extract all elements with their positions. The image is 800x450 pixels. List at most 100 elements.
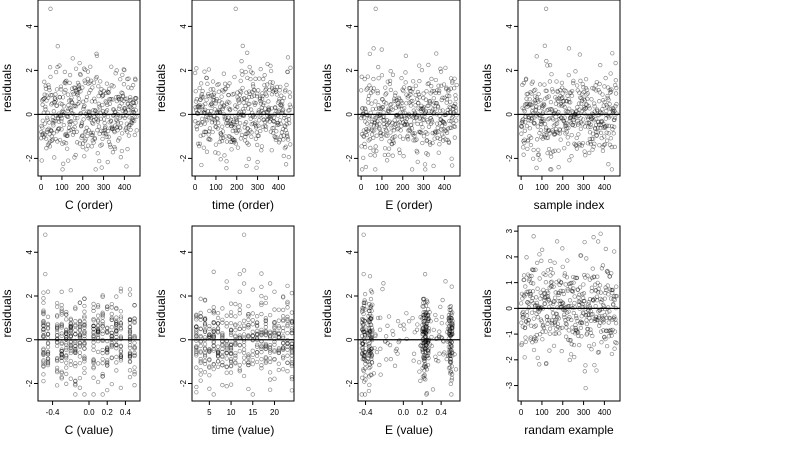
data-point bbox=[73, 120, 78, 125]
data-point bbox=[89, 132, 94, 137]
x-tick-label: 300 bbox=[577, 183, 591, 192]
data-point bbox=[100, 371, 105, 377]
data-point bbox=[73, 346, 78, 352]
data-point bbox=[606, 320, 611, 325]
data-point bbox=[574, 115, 579, 120]
data-point bbox=[427, 99, 432, 104]
data-point bbox=[258, 128, 263, 134]
data-point bbox=[583, 312, 589, 318]
data-point bbox=[555, 314, 560, 319]
data-point bbox=[589, 116, 594, 122]
data-point bbox=[220, 382, 225, 388]
y-tick-label: 2 bbox=[505, 68, 514, 73]
data-point bbox=[228, 327, 234, 332]
data-point bbox=[520, 82, 525, 88]
data-point bbox=[539, 122, 544, 127]
data-point bbox=[428, 121, 434, 126]
y-axis-title: residuals bbox=[480, 64, 494, 112]
data-point bbox=[202, 107, 208, 112]
data-point bbox=[61, 104, 67, 109]
data-point bbox=[95, 119, 101, 124]
data-point bbox=[254, 323, 260, 328]
data-point bbox=[70, 90, 75, 95]
data-point bbox=[417, 130, 423, 135]
data-point bbox=[411, 113, 417, 118]
data-point bbox=[285, 360, 290, 365]
data-point bbox=[521, 152, 526, 157]
data-point bbox=[285, 318, 290, 323]
data-point bbox=[447, 321, 453, 326]
data-point bbox=[438, 304, 443, 309]
data-point bbox=[528, 142, 534, 148]
data-point bbox=[395, 127, 400, 132]
data-point bbox=[577, 143, 583, 148]
data-point bbox=[572, 294, 577, 299]
data-point bbox=[423, 300, 428, 305]
data-point bbox=[597, 109, 603, 114]
data-point bbox=[268, 80, 273, 85]
data-point bbox=[408, 123, 413, 128]
data-point bbox=[110, 107, 116, 112]
data-point bbox=[433, 77, 439, 83]
data-point bbox=[54, 357, 60, 362]
data-point bbox=[522, 325, 528, 330]
data-point bbox=[596, 349, 602, 355]
data-point bbox=[556, 292, 561, 298]
data-point bbox=[561, 127, 566, 132]
data-point bbox=[45, 356, 51, 361]
y-tick-label: 0 bbox=[179, 337, 188, 342]
data-point bbox=[237, 128, 242, 133]
data-point bbox=[567, 116, 573, 121]
data-point bbox=[437, 334, 442, 340]
data-point bbox=[127, 334, 133, 339]
data-point bbox=[109, 336, 114, 341]
data-point bbox=[246, 362, 251, 368]
data-point bbox=[68, 325, 73, 330]
data-point bbox=[211, 320, 216, 326]
data-point bbox=[609, 87, 614, 92]
data-point bbox=[194, 66, 199, 71]
data-point bbox=[531, 100, 536, 105]
data-point bbox=[431, 327, 436, 333]
data-point bbox=[57, 95, 63, 100]
data-point bbox=[584, 321, 590, 327]
data-point bbox=[64, 355, 69, 361]
data-point bbox=[581, 282, 586, 287]
data-point bbox=[528, 135, 534, 140]
data-point bbox=[422, 374, 427, 379]
data-point bbox=[410, 86, 416, 92]
data-point bbox=[267, 281, 273, 286]
data-point bbox=[587, 130, 593, 135]
data-point bbox=[370, 89, 376, 94]
data-point bbox=[66, 158, 71, 163]
data-point bbox=[223, 121, 229, 126]
data-point bbox=[222, 81, 228, 86]
data-point bbox=[589, 111, 595, 116]
data-point bbox=[44, 146, 49, 151]
data-point bbox=[450, 111, 456, 116]
data-point bbox=[420, 316, 425, 321]
data-point bbox=[448, 359, 454, 364]
data-point bbox=[119, 90, 124, 95]
data-point bbox=[263, 106, 268, 111]
data-point bbox=[420, 347, 425, 352]
data-point bbox=[51, 121, 56, 126]
data-point bbox=[360, 322, 365, 328]
data-point bbox=[522, 128, 528, 133]
data-point bbox=[603, 116, 608, 121]
data-point bbox=[524, 123, 530, 129]
data-point bbox=[127, 317, 133, 322]
data-point bbox=[59, 376, 64, 381]
data-point bbox=[64, 330, 69, 335]
data-point bbox=[376, 106, 382, 111]
data-point bbox=[394, 97, 400, 103]
data-point bbox=[220, 317, 225, 322]
data-point bbox=[109, 311, 114, 317]
data-point bbox=[362, 141, 367, 147]
data-point bbox=[533, 295, 539, 300]
data-point bbox=[430, 140, 435, 146]
data-point bbox=[282, 123, 287, 128]
data-point bbox=[38, 136, 44, 141]
data-point bbox=[566, 309, 571, 314]
data-point bbox=[564, 125, 569, 131]
